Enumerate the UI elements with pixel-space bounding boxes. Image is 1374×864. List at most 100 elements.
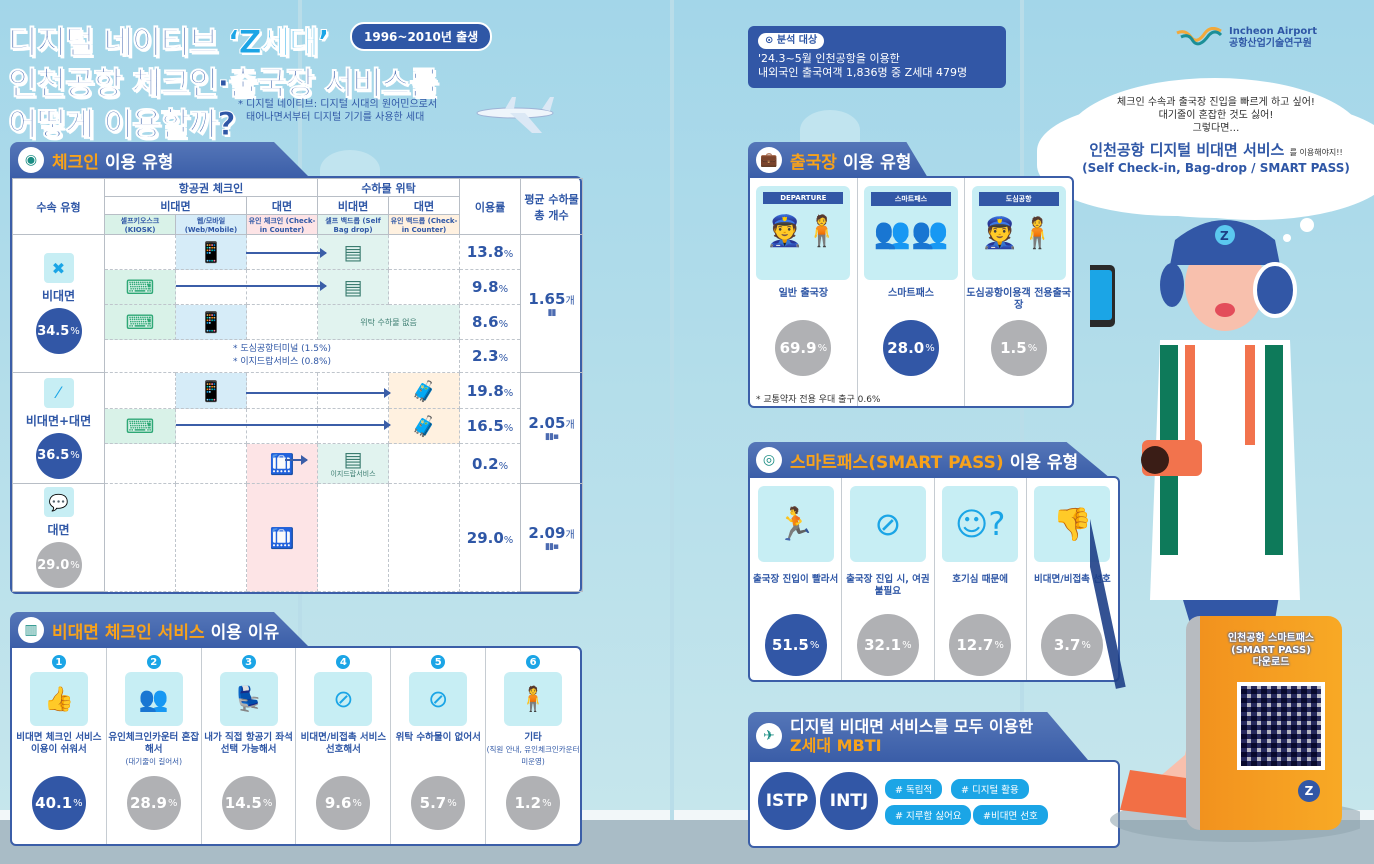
reason-text: 내가 직접 항공기 좌석 선택 가능해서 [204,732,293,755]
reason-text: 비대면 체크인 서비스 이용이 쉬워서 [16,732,102,755]
pct-unit: % [352,797,362,809]
bagdrop-machine-icon: ▤ [343,275,363,299]
rate-cell: 8.6% [459,304,522,340]
pct-unit: % [167,797,178,809]
departure-tag: 스마트패스 [871,192,951,206]
departure-value-circle: 69.9% [775,320,832,376]
luggage-icon: ▮▮ [547,307,557,318]
thought-text: 체크인 수속과 출국장 진입을 빠르게 하고 싶어! 대기줄이 혼잡한 것도 싫… [1060,96,1372,175]
z-sticker-icon: Z [1298,780,1320,802]
mixed-people-icon: ⁄ [43,377,74,408]
type-cell-nonface: ✖ 비대면 34.5% [12,234,105,373]
smartpass-label: 출국장 진입이 빨라서 [752,574,839,585]
departure-value: 69.9 [779,339,817,357]
section-title-highlight: 체크인 [52,152,99,173]
reason-text: 기타 [524,732,542,743]
header-bag-nonface: 비대면 [317,196,390,215]
fast-walk-gate-icon: 🏃 [757,486,834,562]
thought-dot [1300,218,1314,232]
checkin-type-table: 수속 유형 항공권 체크인 수하물 위탁 이용률 평균 수하물 총 개수 비대면… [10,176,584,594]
bagdrop-machine-icon: ▤ [343,446,363,471]
mbti-section-header: ✈ 디지털 비대면 서비스를 모두 이용한 Z세대 MBTI [748,712,1088,760]
table-row: * 도심공항터미널 (1.5%) * 이지드랍서비스 (0.8%) 2.3% [13,339,583,373]
departure-item: 도심공항 👮🧍 도심공항이용객 전용출국장 1.5% [965,178,1072,406]
avg-cell: 2.09개 ▮▮▪ [520,483,584,592]
smartpass-label: 호기심 때문에 [952,574,1008,585]
avg-unit: 개 [565,295,575,307]
smartpass-qr-code[interactable] [1237,682,1325,770]
header-avg-bags: 평균 수하물 총 개수 [520,178,584,235]
thought-dot [1283,234,1291,242]
departure-value: 28.0 [887,339,925,357]
type-label: 비대면+대면 [25,413,92,428]
share-circle: 36.5% [35,432,82,479]
table-row: ✖ 비대면 34.5% 📱 ▤ 13.8% 1.65개 ▮▮ [12,234,584,373]
rate-value: 19.8 [466,381,504,400]
header-bag-face: 대면 [388,196,461,215]
header-ticket-nonface: 비대면 [104,196,247,215]
section-title: 이용 유형 [842,152,912,173]
section-title-highlight: 비대면 체크인 서비스 [52,622,205,643]
departure-item: 스마트패스 👥👥 스마트패스 28.0% [858,178,966,406]
reason-number: 2 [145,654,162,670]
mobile-checkin-icon: 📱 [198,240,224,264]
window-frame [670,0,674,820]
rate-value: 0.2 [471,454,499,473]
pct-unit: % [498,460,509,472]
officer-passenger-icon: 👮🧍 [981,216,1057,251]
mobile-checkin-icon: 📱 [198,310,224,334]
pct-unit: % [817,342,828,354]
avg-value: 2.09 [528,523,566,542]
table-row: ⁄ 비대면+대면 36.5% 📱 🧳 19.8% 2.05개 ▮▮▪ [12,372,584,484]
pct-unit: % [70,559,80,571]
bag-counter-icon: 🧳 [411,414,437,438]
birth-year-badge: 1996~2010년 출생 [350,22,493,51]
note-line: * 도심공항터미널 (1.5%) [232,344,332,354]
reasons-section-header: ▥ 비대면 체크인 서비스 이용 이유 [10,612,310,648]
mbti-tag: # 디지털 활용 [950,778,1030,800]
thought-line3: 그렇다면… [1192,123,1240,134]
title-highlight: ‘Z세대’ [227,23,330,62]
easy-drop-label: 이지드랍서비스 [330,469,376,478]
reason-label: 내가 직접 항공기 좌석 선택 가능해서 [202,732,296,772]
no-passport-icon: ⊘ [849,486,926,562]
reason-number: 3 [240,654,257,670]
table-row: ⌨ ▤ 9.8% [13,269,583,305]
bagdrop-machine-icon: ▤ [343,240,363,264]
thought-cloud [1065,78,1365,218]
reason-text: 위탁 수하물이 없어서 [395,732,481,743]
no-contact-icon: ⊘ [314,672,373,726]
reason-number: 5 [430,654,447,670]
share-circle: 29.0% [35,542,82,588]
share-value: 29.0 [37,557,70,573]
avg-value: 1.65 [528,289,566,308]
easy-thumbs-up-icon: 👍 [29,672,88,726]
pct-unit: % [503,249,514,260]
mbti-type-badge: ISTP [758,772,816,830]
smartpass-label: 비대면/비접촉 선호 [1034,574,1111,585]
rate-value: 8.6 [471,313,499,331]
airplane-circle-icon: ✈ [756,723,782,749]
table-row: ⌨ 📱 위탁 수하물 없음 8.6% [13,304,583,340]
title-line3: 어떻게 이용할까? [8,105,237,144]
mobile-ticket-icon: ▥ [18,617,44,643]
header-self-bagdrop: 셀프 백드롭 (Self Bag drop) [317,214,390,235]
reason-item: 1 👍 비대면 체크인 서비스 이용이 쉬워서 40.1% [12,648,107,844]
header-counter: 유인 체크인 (Check-in Counter) [245,214,319,235]
reason-text: 유인체크인카운터 혼잡해서 [108,732,200,755]
luggage-icon: ▮▮▪ [545,432,559,442]
kiosk-icon: ⌨ [125,275,155,299]
checkin-counter-icon: 🛄 [269,451,295,476]
smartpass-gate-illustration: 스마트패스 👥👥 [864,186,958,280]
departure-panel: DEPARTURE 👮🧍 일반 출국장 69.9% 스마트패스 👥👥 스마트패스 2… [748,176,1074,408]
reason-item: 2 👥 유인체크인카운터 혼잡해서 (대기줄이 길어서) 28.9% [107,648,202,844]
airplane-icon [476,97,554,133]
departure-item: DEPARTURE 👮🧍 일반 출국장 69.9% [750,178,858,406]
reason-sub: (직원 안내, 유인체크인카운터 미운영) [486,745,580,766]
checkin-counter-icon: 🛄 [269,525,295,550]
section-title: 이용 이유 [210,622,280,643]
thought-line1: 체크인 수속과 출국장 진입을 빠르게 하고 싶어! [1117,97,1315,108]
table-row: ⌨ 🧳 16.5% [13,408,583,444]
rate-cell: 0.2% [459,443,522,484]
departure-gate-illustration: DEPARTURE 👮🧍 [756,186,851,280]
